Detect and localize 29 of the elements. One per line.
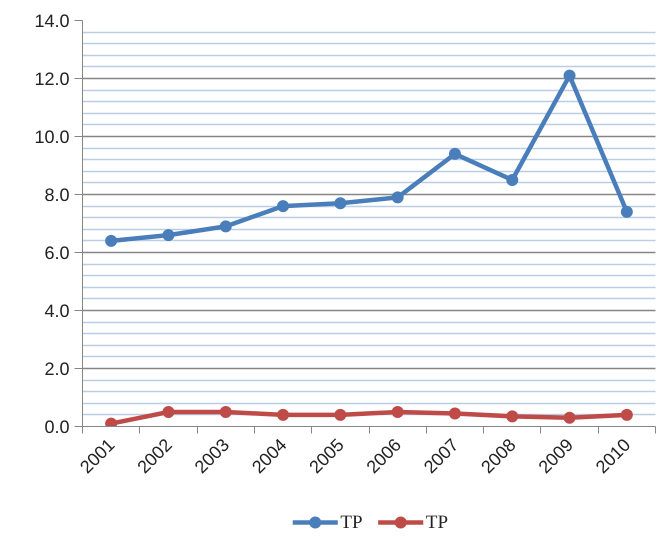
- y-tick-label: 4.0: [44, 301, 70, 321]
- point: [620, 206, 633, 218]
- point: [506, 174, 518, 186]
- y-tick-label: 10.0: [34, 127, 70, 147]
- point: [334, 408, 346, 421]
- point: [334, 197, 346, 210]
- point: [506, 410, 518, 422]
- y-tick-label: 6.0: [44, 243, 70, 263]
- point: [277, 200, 290, 212]
- y-tick-label: 12.0: [34, 69, 70, 89]
- y-tick-label: 14.0: [34, 11, 70, 31]
- legend-label: TP: [426, 512, 448, 533]
- point: [448, 407, 461, 420]
- point: [392, 191, 404, 204]
- y-tick-label: 8.0: [44, 185, 70, 205]
- point: [220, 220, 232, 232]
- point: [392, 406, 404, 418]
- point: [448, 148, 461, 160]
- point: [162, 229, 174, 242]
- point: [220, 406, 232, 418]
- point: [277, 408, 290, 421]
- y-tick-label: 2.0: [44, 359, 70, 379]
- y-tick-label: 0.0: [44, 417, 70, 437]
- point: [105, 234, 118, 247]
- legend-label: TP: [340, 512, 363, 533]
- point: [564, 412, 576, 424]
- point: [162, 406, 174, 418]
- point: [620, 408, 633, 421]
- point: [564, 70, 576, 82]
